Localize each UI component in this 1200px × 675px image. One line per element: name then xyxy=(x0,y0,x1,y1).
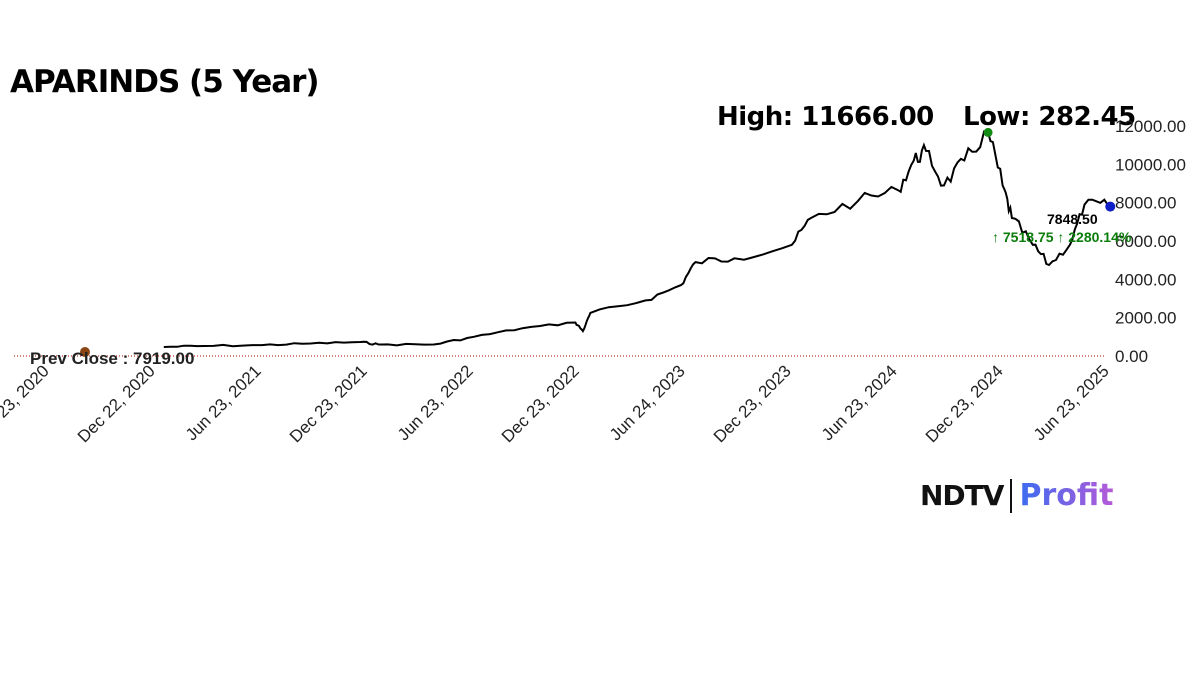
x-tick-label: Jun 24, 2023 xyxy=(606,361,689,444)
price-line xyxy=(163,130,1110,348)
logo-ndtv: NDTV xyxy=(920,479,1004,512)
y-tick-label: 4000.00 xyxy=(1115,270,1176,289)
low-label: Low: 282.45 xyxy=(963,102,1136,132)
x-tick-label: Jun 23, 2021 xyxy=(182,361,265,444)
logo-profit: Profit xyxy=(1019,478,1114,513)
y-tick-label: 2000.00 xyxy=(1115,309,1176,328)
high-marker xyxy=(983,127,993,137)
y-tick-label: 8000.00 xyxy=(1115,194,1176,213)
x-tick-label: Dec 22, 2020 xyxy=(74,361,159,446)
y-tick-label: 0.00 xyxy=(1115,347,1148,366)
x-tick-label: Jun 23, 2025 xyxy=(1030,361,1113,444)
y-tick-label: 6000.00 xyxy=(1115,232,1176,251)
x-tick-label: Dec 23, 2024 xyxy=(922,361,1007,446)
change-label: ↑ 7518.75 ↑ 2280.14% xyxy=(992,229,1132,245)
y-tick-label: 10000.00 xyxy=(1115,155,1186,174)
logo-divider xyxy=(1010,478,1013,513)
x-tick-label: Jun 23, 2024 xyxy=(818,361,901,444)
x-tick-label: Jun 23, 2020 xyxy=(0,361,53,444)
last-value-label: 7848.50 xyxy=(1047,211,1098,227)
chart-title: APARINDS (5 Year) xyxy=(10,64,320,100)
ndtv-profit-logo: NDTV Profit xyxy=(920,478,1113,513)
x-tick-label: Dec 23, 2021 xyxy=(286,361,371,446)
x-tick-label: Jun 23, 2022 xyxy=(394,361,477,444)
prev-close-label: Prev Close : 7919.00 xyxy=(30,349,194,368)
prev-close-marker xyxy=(80,347,90,357)
x-tick-label: Dec 23, 2022 xyxy=(498,361,583,446)
y-tick-label: 12000.00 xyxy=(1115,117,1186,136)
last-price-marker xyxy=(1105,201,1116,212)
x-tick-label: Dec 23, 2023 xyxy=(710,361,795,446)
high-label: High: 11666.00 xyxy=(717,102,934,132)
